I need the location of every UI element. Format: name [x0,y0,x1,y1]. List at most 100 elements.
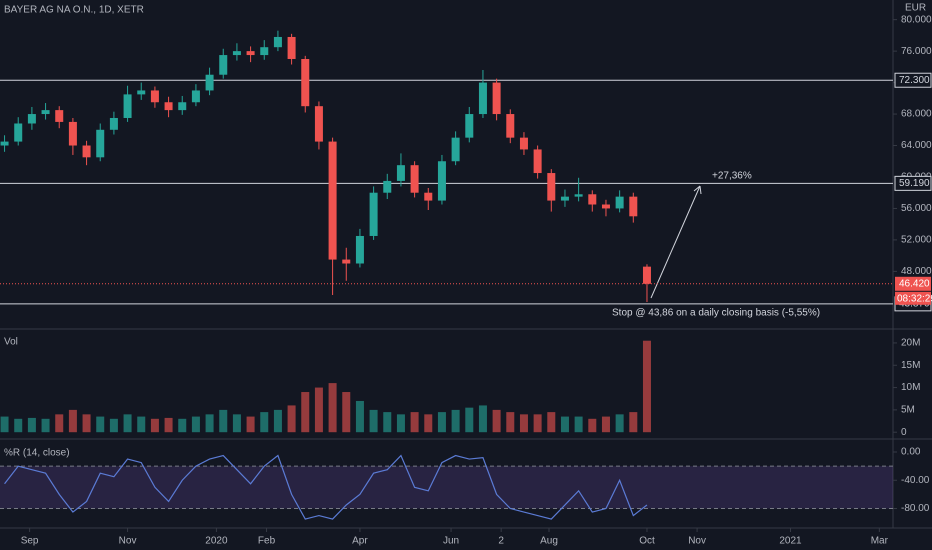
volume-bar [0,416,9,433]
price-label-box [894,175,932,191]
volume-bar [27,417,36,433]
candle-body [0,141,9,146]
volume-bar [123,414,132,433]
price-label: 72.300 [899,75,930,86]
countdown-label: 08:32:29 [897,293,932,304]
volume-bar [55,414,64,433]
volume-bar [314,387,323,433]
volume-bar [533,414,542,433]
candle-body [314,106,323,142]
volume-bar [629,412,638,433]
candle-body [615,196,624,209]
volume-bar [109,418,118,433]
y-tick-label: 0.00 [901,447,921,458]
candle-body [109,117,118,130]
candle-body [533,149,542,174]
y-tick-label: 76.000 [901,46,932,57]
candle-body [137,90,146,95]
volume-bar [219,409,228,433]
volume-bar [301,392,310,433]
candle-body [355,235,364,264]
candle-body [123,94,132,118]
x-tick-label: Sep [21,536,39,547]
volume-bar [246,416,255,433]
candle-body [465,114,474,138]
x-tick-label: Nov [688,536,706,547]
volume-bar [383,412,392,433]
volume-bar [465,407,474,433]
countdown-box [895,291,931,305]
volume-bar [547,412,556,433]
candle-body [369,192,378,236]
arrow-line [650,185,701,299]
y-tick-label: 20M [901,338,920,349]
volume-bar [68,409,77,433]
last-price-label: 46.420 [899,278,930,289]
indicator-line [4,454,648,520]
volume-bar [588,418,597,433]
candle-body [328,141,337,260]
volume-bar [150,418,159,433]
x-tick-label: 2020 [205,536,228,547]
candle-body [287,36,296,59]
volume-bar [82,414,91,433]
indicator-title: %R (14, close) [4,448,70,459]
y-tick-label: 5M [901,405,915,416]
y-tick-label: -80.00 [901,503,930,514]
candle-body [478,82,487,115]
candle-body [383,180,392,193]
volume-bar [506,412,515,433]
y-tick-label: 15M [901,360,920,371]
band-fill [0,466,893,509]
volume-bar [410,412,419,433]
volume-bar [519,414,528,433]
x-tick-label: Apr [352,536,368,547]
candle-body [150,90,159,103]
volume-bar [14,418,23,433]
candle-body [629,196,638,217]
x-tick-label: Nov [119,536,137,547]
volume-bar [137,416,146,433]
volume-bar [96,416,105,433]
candle-body [55,110,64,122]
candle-body [27,114,36,124]
y-tick-label: 64.000 [901,140,932,151]
candle-body [396,165,405,181]
volume-bar [232,414,241,433]
y-tick-label: 68.000 [901,109,932,120]
volume-bar [574,416,583,433]
candle-body [342,259,351,264]
x-tick-label: Oct [639,536,655,547]
x-tick-label: Mar [871,536,889,547]
x-tick-label: Feb [258,536,276,547]
candle-body [219,55,228,75]
candle-body [96,129,105,158]
volume-bar [164,417,173,433]
volume-bar [191,416,200,433]
candle-body [14,123,23,142]
volume-bar [451,409,460,433]
y-tick-label: 10M [901,382,920,393]
candle-body [451,137,460,162]
volume-bar [369,409,378,433]
y-tick-label: 0 [901,427,907,438]
annotation: +27,36% [712,171,752,182]
candle-body [260,47,269,56]
candle-body [41,110,50,115]
candle-body [410,165,419,193]
x-tick-label: 2 [498,536,504,547]
candle-body [492,82,501,115]
volume-bar [260,412,269,433]
volume-bar [396,414,405,433]
candle-body [574,194,583,197]
volume-title: Vol [4,337,18,348]
volume-bar [601,416,610,433]
candle-body [246,51,255,56]
currency: EUR [905,3,926,14]
candle-body [642,266,651,284]
chart-title: BAYER AG NA O.N., 1D, XETR [4,5,144,16]
candle-body [301,58,310,107]
candle-body [519,137,528,150]
